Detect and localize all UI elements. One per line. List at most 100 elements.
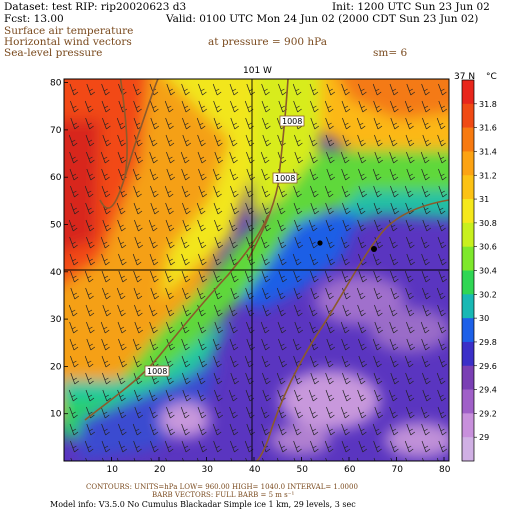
wind-barb xyxy=(310,457,313,461)
wind-barb xyxy=(213,457,216,461)
wind-barb xyxy=(230,270,239,283)
wind-barb xyxy=(117,304,126,317)
wind-barb xyxy=(101,185,111,198)
wind-barb xyxy=(324,355,334,368)
wind-barb xyxy=(149,321,158,334)
wind-barb xyxy=(229,423,239,436)
y-tick-label: 20 xyxy=(50,362,62,372)
wind-barb xyxy=(390,202,400,215)
wind-barb xyxy=(165,117,174,130)
wind-barb xyxy=(244,185,254,198)
wind-barb xyxy=(358,355,368,368)
wind-barb xyxy=(342,457,344,461)
wind-barb xyxy=(213,372,223,385)
wind-barb xyxy=(101,100,111,113)
wind-barb xyxy=(70,355,79,368)
wind-barb xyxy=(420,236,430,249)
wind-barb xyxy=(117,406,127,419)
wind-barb xyxy=(421,338,430,351)
wind-barb xyxy=(197,304,206,317)
wind-barb xyxy=(326,423,336,436)
wind-barb xyxy=(198,338,207,351)
wind-barb xyxy=(85,117,94,130)
wind-barb xyxy=(182,304,192,317)
wind-barb xyxy=(438,270,448,283)
wind-barb xyxy=(244,270,254,283)
wind-barb xyxy=(102,134,112,147)
wind-barb xyxy=(69,83,79,96)
wind-barb xyxy=(421,100,431,113)
wind-barb xyxy=(180,151,190,164)
wind-barb xyxy=(166,83,176,96)
wind-barb xyxy=(261,253,270,266)
wind-barb xyxy=(261,100,271,113)
wind-barb xyxy=(438,168,447,181)
wind-barb xyxy=(437,134,446,147)
wind-barb xyxy=(70,287,80,300)
wind-barb xyxy=(292,83,302,96)
wind-barb xyxy=(212,168,222,181)
wind-barb xyxy=(229,168,239,181)
wind-barb xyxy=(230,440,239,453)
wind-barb xyxy=(438,423,447,436)
wind-barb xyxy=(404,270,414,283)
wind-barb xyxy=(116,287,126,300)
wind-barb xyxy=(117,151,127,164)
latitude-label: 37 N xyxy=(454,72,475,82)
wind-barb xyxy=(437,151,447,164)
wind-barb xyxy=(116,372,126,385)
wind-barb xyxy=(165,202,174,215)
wind-barb xyxy=(117,134,126,147)
wind-barb xyxy=(437,321,447,334)
wind-barb xyxy=(70,185,79,198)
wind-barb xyxy=(197,236,207,249)
wind-barb xyxy=(358,100,368,113)
y-tick-label: 70 xyxy=(50,126,62,136)
wind-barb xyxy=(308,304,318,317)
wind-barb xyxy=(422,372,431,385)
colorbar-swatch xyxy=(462,222,474,247)
wind-barb xyxy=(132,83,142,96)
wind-barb xyxy=(389,423,399,436)
wind-barb xyxy=(421,185,431,198)
wind-barb xyxy=(405,457,408,461)
wind-barb xyxy=(261,270,271,283)
wind-barb xyxy=(229,83,239,96)
colorbar-swatch xyxy=(462,103,474,128)
plot-frame xyxy=(63,78,450,462)
wind-barb xyxy=(420,151,430,164)
slp-contour-e xyxy=(119,79,128,176)
wind-barb xyxy=(150,440,159,453)
colorbar-swatch xyxy=(462,341,474,367)
wind-barb xyxy=(406,253,416,266)
wind-barb xyxy=(436,287,446,300)
wind-barb xyxy=(244,100,254,113)
wind-barb xyxy=(325,219,335,232)
wind-barb xyxy=(228,304,238,317)
wind-barb xyxy=(438,338,447,351)
wind-barb xyxy=(356,117,366,130)
colorbar-label: 30.2 xyxy=(479,290,497,299)
wind-barb xyxy=(342,134,352,147)
wind-barb xyxy=(197,219,206,232)
wind-barb xyxy=(309,83,319,96)
wind-barb xyxy=(292,253,302,266)
wind-barb xyxy=(326,321,335,334)
wind-barb xyxy=(374,304,383,317)
x-tick-label: 10 xyxy=(107,465,119,475)
wind-barb xyxy=(326,168,336,181)
wind-barb xyxy=(310,287,320,300)
wind-barb xyxy=(405,219,415,232)
colorbar-swatch xyxy=(462,151,474,176)
colorbar-swatch xyxy=(462,199,474,224)
longitude-label: 101 W xyxy=(243,66,272,76)
wind-barb xyxy=(262,304,272,317)
wind-barb xyxy=(357,406,367,419)
wind-barb xyxy=(373,117,383,130)
wind-barb xyxy=(118,338,127,351)
x-tick-label: 80 xyxy=(439,465,451,475)
wind-barb xyxy=(148,134,158,147)
wind-barb xyxy=(373,457,376,461)
wind-barb xyxy=(69,406,78,419)
wind-barb xyxy=(406,168,416,181)
